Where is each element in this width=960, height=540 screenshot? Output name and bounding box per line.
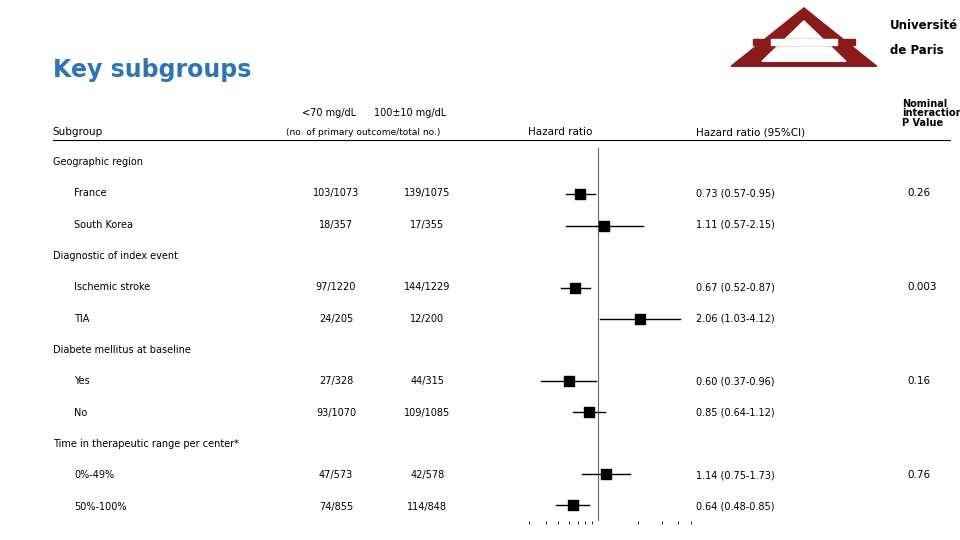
Text: Université: Université	[890, 19, 958, 32]
Point	[562, 376, 577, 385]
Point	[633, 314, 648, 323]
Text: interaction: interaction	[902, 109, 960, 118]
Point	[597, 221, 612, 230]
Text: Subgroup: Subgroup	[53, 127, 103, 137]
Text: 27/328: 27/328	[319, 376, 353, 386]
Text: 114/848: 114/848	[407, 502, 447, 511]
Text: 93/1070: 93/1070	[316, 408, 356, 417]
Text: 17/355: 17/355	[410, 220, 444, 229]
Text: Hazard ratio: Hazard ratio	[528, 127, 592, 137]
Text: 100±10 mg/dL: 100±10 mg/dL	[374, 109, 446, 118]
Text: Geographic region: Geographic region	[53, 157, 143, 167]
Text: <70 mg/dL: <70 mg/dL	[302, 109, 356, 118]
Text: 2.06 (1.03-4.12): 2.06 (1.03-4.12)	[696, 314, 775, 323]
Text: 44/315: 44/315	[410, 376, 444, 386]
Point	[582, 408, 597, 416]
Point	[598, 470, 613, 478]
Text: 0.16: 0.16	[907, 376, 930, 386]
FancyBboxPatch shape	[771, 39, 837, 45]
Text: No: No	[74, 408, 87, 417]
Text: Key subgroups: Key subgroups	[53, 58, 252, 82]
Text: 0.26: 0.26	[907, 188, 930, 198]
Point	[564, 501, 580, 509]
Text: 74/855: 74/855	[319, 502, 353, 511]
Point	[567, 284, 583, 292]
Text: Ischemic stroke: Ischemic stroke	[74, 282, 150, 292]
Text: 42/578: 42/578	[410, 470, 444, 480]
Text: 1.14 (0.75-1.73): 1.14 (0.75-1.73)	[696, 470, 775, 480]
Text: Hazard ratio (95%CI): Hazard ratio (95%CI)	[696, 127, 805, 137]
Text: 97/1220: 97/1220	[316, 282, 356, 292]
Text: 12/200: 12/200	[410, 314, 444, 323]
Text: 0.003: 0.003	[907, 282, 937, 292]
Text: France: France	[74, 188, 107, 198]
Text: 0.60 (0.37-0.96): 0.60 (0.37-0.96)	[696, 376, 775, 386]
Text: 0.64 (0.48-0.85): 0.64 (0.48-0.85)	[696, 502, 775, 511]
Text: 18/357: 18/357	[319, 220, 353, 229]
Text: Nominal: Nominal	[902, 99, 948, 109]
Text: 109/1085: 109/1085	[404, 408, 450, 417]
Text: 144/1229: 144/1229	[404, 282, 450, 292]
Text: Diabete mellitus at baseline: Diabete mellitus at baseline	[53, 345, 191, 355]
Point	[572, 190, 588, 199]
Text: TIA: TIA	[74, 314, 89, 323]
Text: South Korea: South Korea	[74, 220, 132, 229]
Text: Yes: Yes	[74, 376, 89, 386]
Text: Diagnostic of index event: Diagnostic of index event	[53, 251, 178, 261]
Text: 0.85 (0.64-1.12): 0.85 (0.64-1.12)	[696, 408, 775, 417]
Polygon shape	[732, 8, 876, 66]
Text: 24/205: 24/205	[319, 314, 353, 323]
Text: 0%-49%: 0%-49%	[74, 470, 114, 480]
Text: (no. of primary outcome/total no.): (no. of primary outcome/total no.)	[286, 128, 441, 137]
Text: P Value: P Value	[902, 118, 944, 128]
Text: 0.73 (0.57-0.95): 0.73 (0.57-0.95)	[696, 188, 775, 198]
Text: 139/1075: 139/1075	[404, 188, 450, 198]
Text: de Paris: de Paris	[890, 44, 944, 57]
Text: 50%-100%: 50%-100%	[74, 502, 127, 511]
FancyBboxPatch shape	[753, 39, 854, 45]
Text: 0.76: 0.76	[907, 470, 930, 480]
Text: 1.11 (0.57-2.15): 1.11 (0.57-2.15)	[696, 220, 775, 229]
Text: TST: TST	[32, 25, 69, 43]
Text: 103/1073: 103/1073	[313, 188, 359, 198]
Text: Time in therapeutic range per center*: Time in therapeutic range per center*	[53, 439, 239, 449]
Text: 47/573: 47/573	[319, 470, 353, 480]
Polygon shape	[762, 21, 846, 62]
Text: 0.67 (0.52-0.87): 0.67 (0.52-0.87)	[696, 282, 775, 292]
